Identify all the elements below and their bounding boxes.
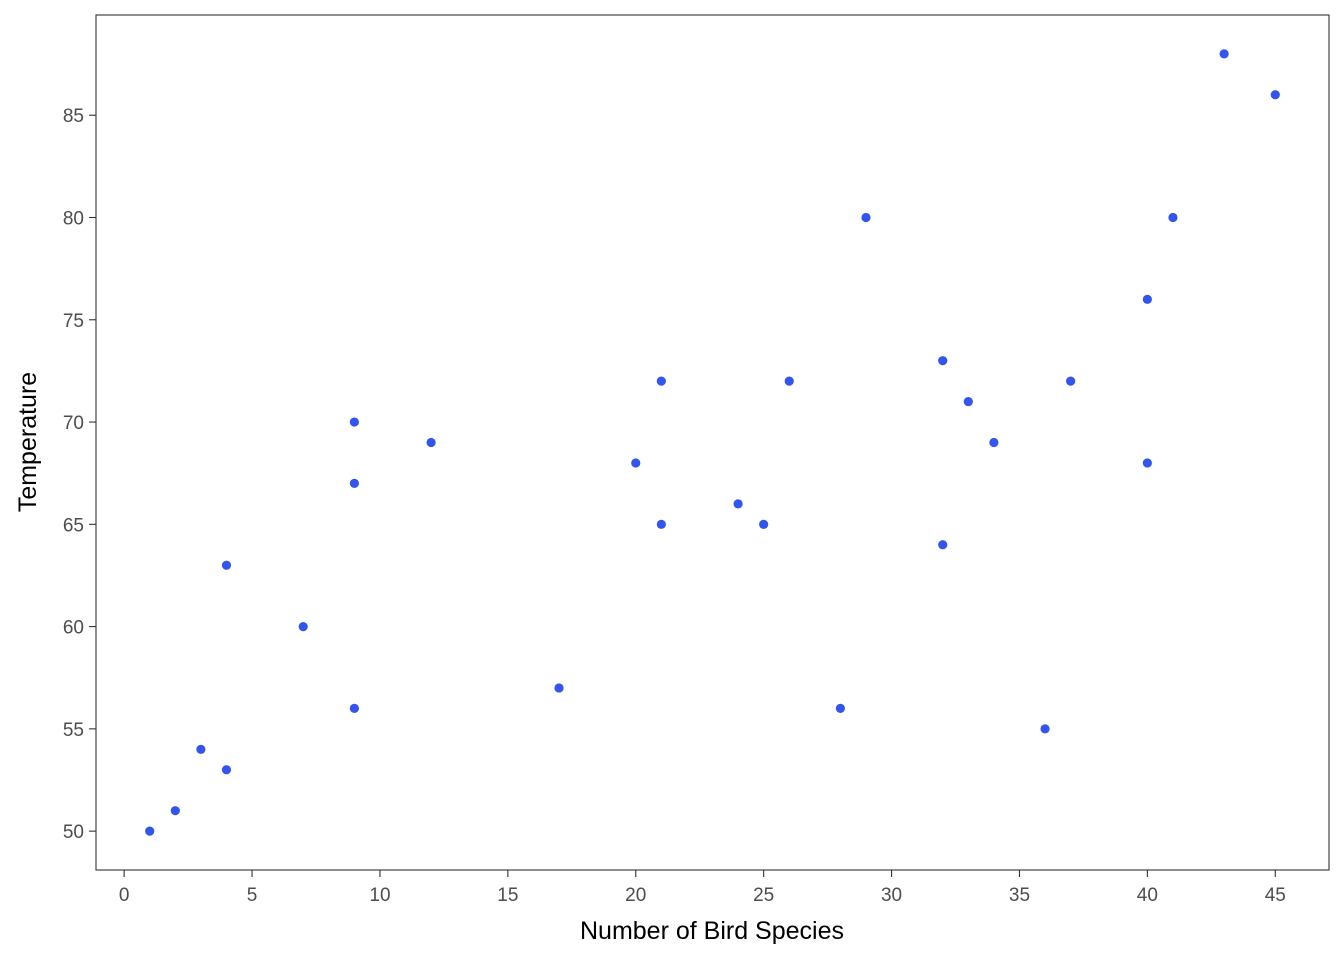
data-point bbox=[631, 458, 641, 468]
x-tick-label: 10 bbox=[369, 885, 390, 906]
data-point bbox=[196, 744, 206, 754]
data-point bbox=[938, 356, 948, 366]
data-point bbox=[349, 478, 359, 489]
y-tick-label: 80 bbox=[63, 209, 84, 230]
plot-panel bbox=[95, 14, 1330, 871]
data-point bbox=[1066, 376, 1076, 386]
data-point bbox=[656, 519, 666, 529]
data-point bbox=[170, 806, 180, 816]
y-tick-label: 65 bbox=[63, 515, 84, 536]
y-tick-label: 60 bbox=[63, 618, 84, 639]
data-point bbox=[426, 437, 436, 448]
y-axis-title: Temperature bbox=[14, 372, 42, 512]
data-point bbox=[554, 683, 564, 693]
x-tick-label: 30 bbox=[881, 885, 902, 906]
y-tick-label: 70 bbox=[63, 413, 84, 434]
data-point bbox=[861, 212, 871, 223]
x-tick-label: 15 bbox=[497, 885, 518, 906]
y-tick-label: 75 bbox=[63, 311, 84, 332]
y-axis: 50 55 60 65 70 75 80 85 bbox=[63, 106, 96, 843]
data-point bbox=[733, 499, 743, 509]
data-point bbox=[1040, 724, 1050, 734]
x-axis: 0 5 10 15 20 25 30 35 40 45 bbox=[119, 870, 1286, 906]
data-point bbox=[784, 376, 794, 386]
data-point bbox=[759, 519, 769, 529]
data-point bbox=[835, 703, 846, 714]
x-tick-label: 40 bbox=[1137, 885, 1158, 906]
x-tick-label: 5 bbox=[247, 885, 258, 906]
data-point bbox=[1219, 49, 1229, 59]
data-point bbox=[1142, 458, 1152, 468]
data-point bbox=[221, 560, 232, 570]
x-tick-label: 0 bbox=[119, 885, 130, 906]
data-point bbox=[145, 826, 155, 836]
x-tick-label: 35 bbox=[1009, 885, 1030, 906]
x-tick-label: 20 bbox=[625, 885, 646, 906]
data-point bbox=[1270, 90, 1280, 100]
data-point bbox=[349, 417, 359, 427]
data-point bbox=[298, 621, 308, 632]
y-tick-label: 50 bbox=[63, 822, 84, 843]
x-axis-title: Number of Bird Species bbox=[580, 917, 844, 945]
points-layer bbox=[145, 49, 1280, 836]
data-point bbox=[1168, 212, 1178, 223]
data-point bbox=[221, 765, 232, 775]
data-point bbox=[989, 437, 999, 448]
data-point bbox=[656, 376, 666, 386]
data-point bbox=[938, 540, 948, 550]
data-point bbox=[1142, 294, 1152, 304]
data-point bbox=[349, 703, 359, 714]
data-point bbox=[963, 396, 973, 407]
y-tick-label: 85 bbox=[63, 106, 84, 127]
x-tick-label: 25 bbox=[753, 885, 774, 906]
y-tick-label: 55 bbox=[63, 720, 84, 741]
x-tick-label: 45 bbox=[1265, 885, 1286, 906]
